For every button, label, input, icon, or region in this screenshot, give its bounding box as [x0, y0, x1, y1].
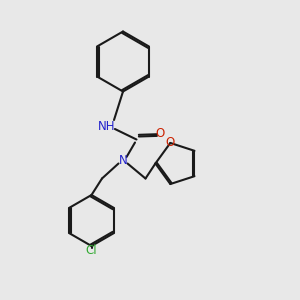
Text: Cl: Cl: [86, 244, 97, 257]
Text: N: N: [118, 154, 127, 167]
Text: O: O: [156, 127, 165, 140]
Text: NH: NH: [98, 119, 115, 133]
Text: O: O: [166, 136, 175, 149]
